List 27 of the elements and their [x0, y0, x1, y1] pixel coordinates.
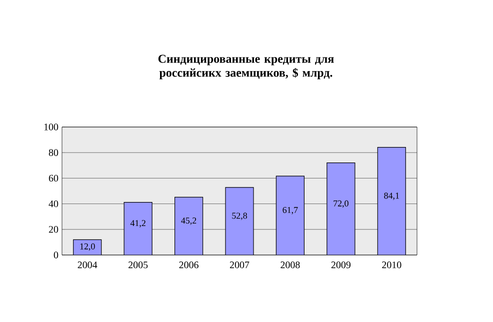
y-tick-label: 80: [48, 149, 58, 156]
chart-title: Синдицированные кредиты для российсикх заемщиков, $ млрд.: [158, 54, 334, 80]
data-label: 72,0: [334, 200, 348, 208]
bar: [326, 162, 356, 255]
bar: [225, 187, 254, 255]
y-tick-label: 60: [48, 174, 58, 182]
bar: [276, 176, 305, 255]
x-tick-label: 2010: [382, 262, 402, 268]
y-tick-label: 20: [48, 226, 58, 233]
data-label: 52,8: [232, 212, 248, 220]
x-tick-label: 2004: [78, 262, 98, 268]
x-tick-label: 2005: [128, 262, 148, 268]
data-label: 12,0: [80, 243, 95, 251]
y-tick-label: 100: [44, 124, 58, 130]
y-tick-label: 0: [54, 252, 58, 258]
bar: [124, 202, 152, 255]
data-label: 41,2: [130, 220, 146, 228]
x-tick-label: 2009: [331, 262, 350, 268]
bar: [174, 196, 204, 255]
y-tick-label: 40: [48, 200, 58, 208]
data-label: 45,2: [181, 218, 196, 225]
x-tick-label: 2007: [230, 262, 250, 268]
x-tick-label: 2006: [179, 262, 198, 268]
x-tick-label: 2008: [280, 262, 300, 268]
data-label: 61,7: [282, 207, 298, 214]
bar: [377, 147, 406, 255]
data-label: 84,1: [384, 192, 399, 200]
